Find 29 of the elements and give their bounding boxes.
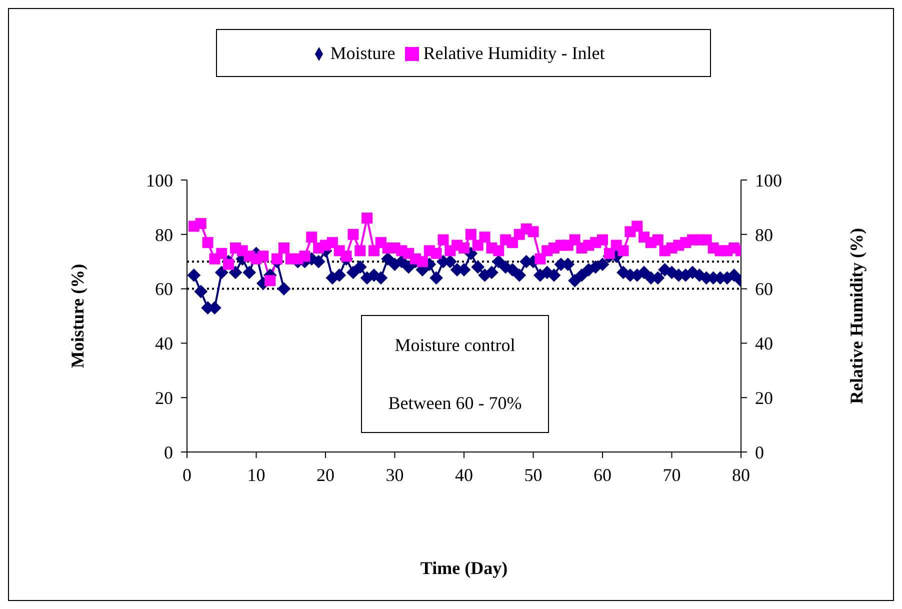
y-tick-label: 60 [155, 279, 173, 300]
x-tick-label: 10 [247, 464, 266, 485]
x-tick-label: 30 [386, 464, 404, 485]
y-tick-label: 80 [155, 224, 173, 245]
y2-tick-label: 60 [755, 279, 773, 300]
y2-tick-label: 20 [755, 388, 773, 408]
x-tick-label: 50 [524, 464, 542, 485]
x-axis-title: Time (Day) [420, 558, 508, 578]
y2-tick-label: 0 [755, 442, 764, 462]
x-tick-label: 70 [662, 464, 681, 485]
y-tick-label: 40 [155, 334, 173, 354]
y-tick-label: 20 [155, 388, 173, 408]
y2-axis-title: Relative Humidity (%) [846, 228, 866, 404]
y-tick-label: 100 [146, 170, 173, 190]
legend-label: Relative Humidity - Inlet [423, 42, 605, 62]
y2-tick-label: 80 [755, 224, 773, 245]
y-axis-title: Moisture (%) [67, 264, 88, 368]
x-tick-label: 80 [732, 464, 750, 485]
text-box: Moisture control Between 60 - 70% [361, 315, 549, 433]
x-tick-label: 0 [182, 464, 192, 485]
x-tick-label: 20 [316, 464, 334, 485]
y2-tick-label: 40 [755, 334, 773, 354]
annotation: Moisture control [394, 334, 516, 356]
annotation: Between 60 - 70% [388, 392, 522, 414]
x-tick-label: 60 [594, 464, 612, 485]
y-tick-label: 0 [164, 442, 173, 462]
x-tick-label: 40 [455, 464, 473, 485]
y2-tick-label: 100 [755, 170, 782, 190]
legend-label: Moisture [330, 42, 396, 62]
